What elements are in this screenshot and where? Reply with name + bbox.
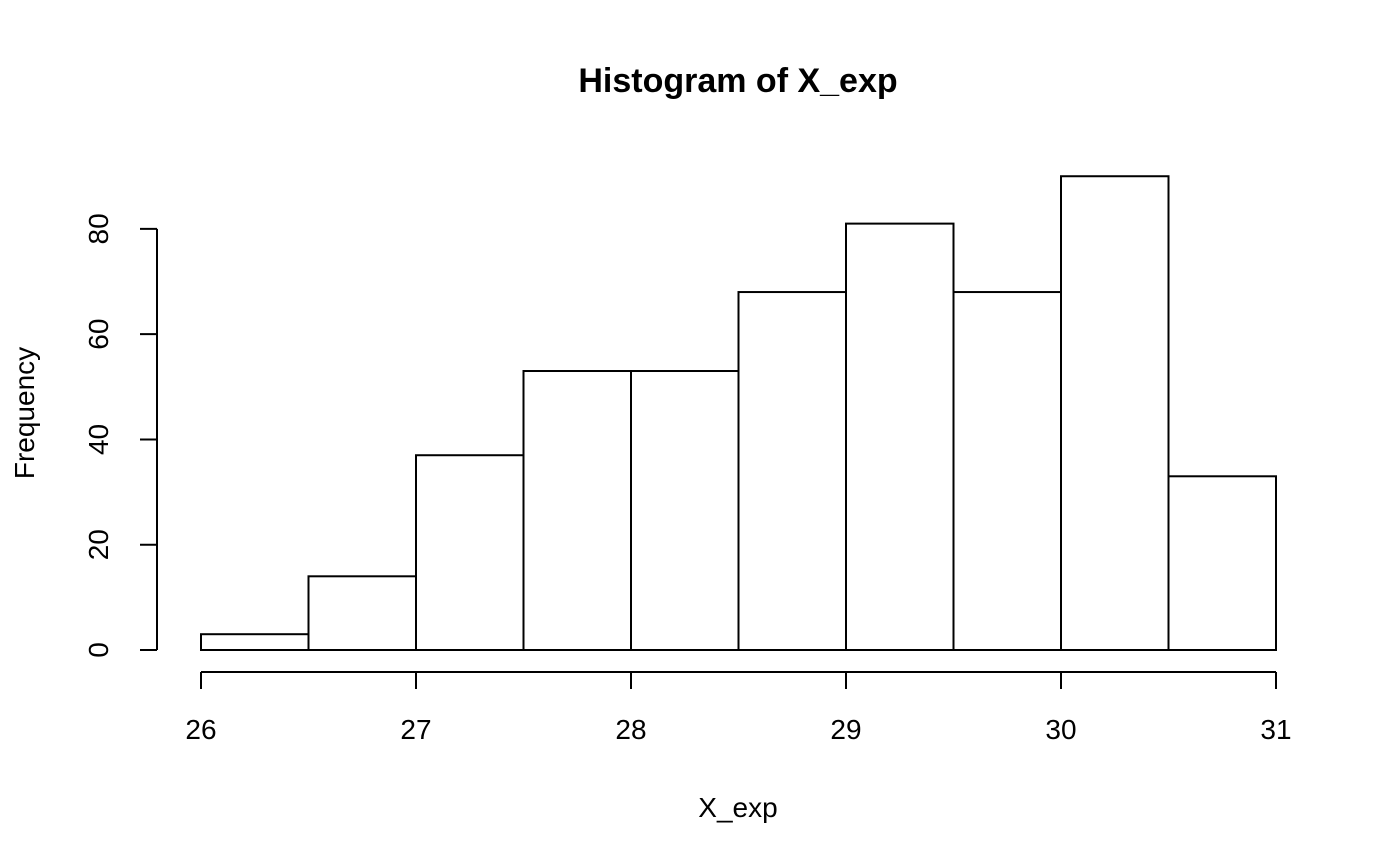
y-axis: 0 20 40 60 80 [83, 213, 158, 658]
histogram-bar-8 [952, 291, 1062, 651]
histogram-bar-7 [845, 222, 955, 651]
y-tick-label: 60 [83, 319, 114, 350]
x-axis: 26 27 28 29 30 31 [185, 671, 1292, 745]
histogram-bar-2 [307, 575, 417, 652]
histogram-bar-9 [1060, 175, 1170, 652]
x-tick-label: 31 [1260, 714, 1291, 745]
histogram-bar-5 [630, 370, 740, 651]
x-tick-label: 29 [830, 714, 861, 745]
histogram-bar-6 [737, 291, 847, 651]
y-tick-label: 20 [83, 529, 114, 560]
y-tick-label: 40 [83, 424, 114, 455]
chart-title: Histogram of X_exp [578, 62, 897, 100]
histogram-bar-1 [200, 633, 310, 652]
y-tick-label: 0 [83, 642, 114, 658]
y-axis-label: Frequency [9, 347, 40, 479]
x-tick-label: 27 [400, 714, 431, 745]
histogram-bar-10 [1167, 475, 1277, 651]
histogram-bar-3 [415, 454, 525, 651]
y-tick-label: 80 [83, 213, 114, 244]
x-tick-label: 30 [1045, 714, 1076, 745]
x-tick-label: 28 [615, 714, 646, 745]
histogram-bar-4 [522, 370, 632, 651]
x-axis-label: X_exp [698, 792, 777, 823]
bars-group [200, 175, 1277, 652]
x-tick-label: 26 [185, 714, 216, 745]
